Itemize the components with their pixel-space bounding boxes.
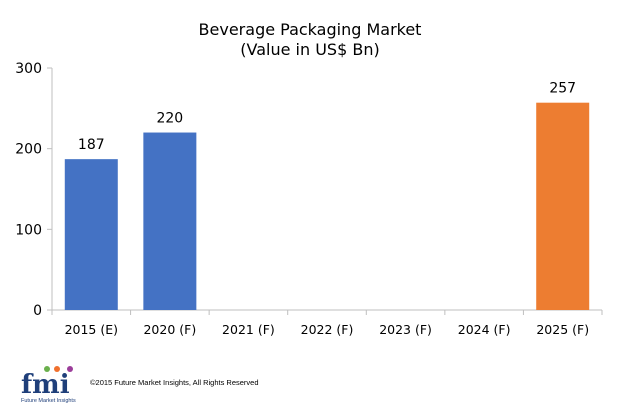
y-tick-label: 300 bbox=[15, 61, 42, 77]
chart-subtitle: (Value in US$ Bn) bbox=[240, 40, 380, 59]
y-tick-label: 0 bbox=[33, 303, 42, 319]
bar-2025-f- bbox=[536, 102, 590, 310]
svg-text:fmi: fmi bbox=[21, 370, 70, 400]
y-tick-label: 200 bbox=[15, 142, 42, 158]
data-label: 257 bbox=[549, 81, 576, 97]
fmi-logo: fmi Future Market Insights bbox=[21, 366, 76, 404]
x-tick-label: 2025 (F) bbox=[536, 322, 589, 337]
data-label: 220 bbox=[156, 111, 183, 127]
x-tick-label: 2023 (F) bbox=[379, 322, 432, 337]
svg-text:Future Market Insights: Future Market Insights bbox=[21, 398, 76, 404]
bar-2015-e- bbox=[64, 159, 118, 310]
bar-chart: 0 100 200 300 2015 (E) 187 2020 (F) 220 2021 (F)… bbox=[15, 61, 603, 337]
copyright-text: ©2015 Future Market Insights, All Rights… bbox=[90, 378, 259, 387]
x-tick-label: 2021 (F) bbox=[222, 322, 275, 337]
y-tick-label: 100 bbox=[15, 222, 42, 238]
x-tick-label: 2020 (F) bbox=[143, 322, 196, 337]
data-label: 187 bbox=[78, 137, 105, 153]
bar-2020-f- bbox=[143, 132, 197, 310]
chart-title: Beverage Packaging Market bbox=[198, 20, 422, 39]
x-tick-label: 2015 (E) bbox=[65, 322, 118, 337]
x-tick-label: 2022 (F) bbox=[301, 322, 354, 337]
x-tick-label: 2024 (F) bbox=[458, 322, 511, 337]
